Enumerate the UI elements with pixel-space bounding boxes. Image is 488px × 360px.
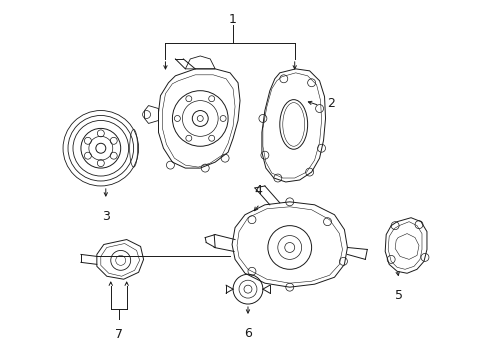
Text: 7: 7 [115, 328, 122, 341]
Text: 1: 1 [229, 13, 237, 26]
Text: 2: 2 [327, 97, 335, 110]
Text: 5: 5 [394, 289, 402, 302]
Text: 4: 4 [253, 184, 262, 197]
Text: 3: 3 [102, 210, 109, 223]
Text: 6: 6 [244, 327, 251, 340]
